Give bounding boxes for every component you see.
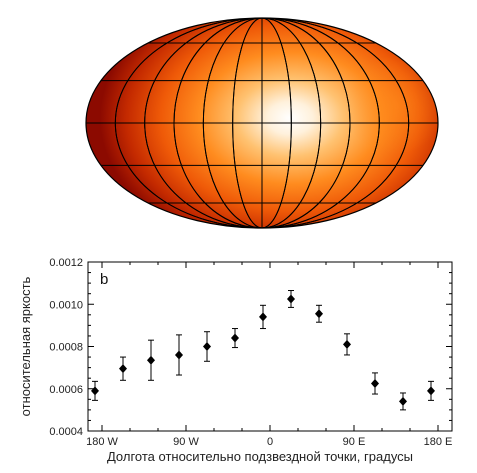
x-tick-label: 90 E bbox=[343, 436, 366, 448]
x-tick-label: 180 W bbox=[86, 436, 118, 448]
data-point bbox=[287, 290, 295, 308]
data-point bbox=[315, 304, 323, 323]
data-point bbox=[203, 331, 211, 362]
x-tick-label: 0 bbox=[267, 436, 273, 448]
y-ticks: 0.0004 0.0006 0.0008 0.0010 0.0012 bbox=[49, 257, 452, 438]
diamond-marker bbox=[343, 339, 351, 349]
panel-label: b bbox=[100, 271, 108, 288]
y-tick-label: 0.0010 bbox=[49, 299, 83, 311]
y-tick-label: 0.0006 bbox=[49, 384, 83, 396]
data-point bbox=[231, 328, 239, 349]
plot-frame bbox=[87, 261, 453, 432]
diamond-marker bbox=[175, 350, 183, 360]
brightness-map bbox=[85, 17, 439, 229]
y-tick-label: 0.0012 bbox=[49, 257, 83, 269]
diamond-marker bbox=[287, 294, 295, 304]
x-tick-label: 90 W bbox=[173, 436, 199, 448]
diamond-marker bbox=[315, 309, 323, 319]
y-tick-label: 0.0008 bbox=[49, 342, 83, 354]
x-ticks: 180 W 90 W 0 90 E 180 E bbox=[86, 262, 452, 448]
diamond-marker bbox=[399, 396, 407, 406]
x-axis-title: Долгота относительно подзвездной точки, … bbox=[107, 449, 413, 464]
brightness-plot: 180 W 90 W 0 90 E 180 E 0.00040.00060.00080.… bbox=[18, 257, 453, 464]
diamond-marker bbox=[203, 342, 211, 351]
diamond-marker bbox=[119, 364, 127, 374]
data-point bbox=[343, 333, 351, 356]
diamond-marker bbox=[147, 355, 155, 365]
y-axis-title: относительная яркость bbox=[18, 276, 33, 416]
diamond-marker bbox=[427, 386, 435, 396]
data-point bbox=[371, 372, 379, 395]
y-tick-label: 0.0004 bbox=[49, 426, 83, 438]
x-tick-label: 180 E bbox=[424, 436, 453, 448]
data-point bbox=[427, 380, 435, 401]
map-outline bbox=[85, 17, 439, 229]
data-point bbox=[119, 356, 127, 381]
data-point bbox=[399, 392, 407, 411]
data-point bbox=[175, 334, 183, 376]
map-graticule bbox=[86, 18, 438, 228]
diamond-marker bbox=[371, 378, 379, 388]
data-point bbox=[91, 380, 99, 401]
map-bright-patch bbox=[345, 45, 438, 165]
diamond-marker bbox=[91, 386, 99, 396]
data-points bbox=[91, 290, 435, 411]
diamond-marker bbox=[231, 333, 239, 343]
data-point bbox=[259, 304, 267, 330]
diamond-marker bbox=[259, 312, 267, 322]
data-point bbox=[147, 339, 155, 381]
